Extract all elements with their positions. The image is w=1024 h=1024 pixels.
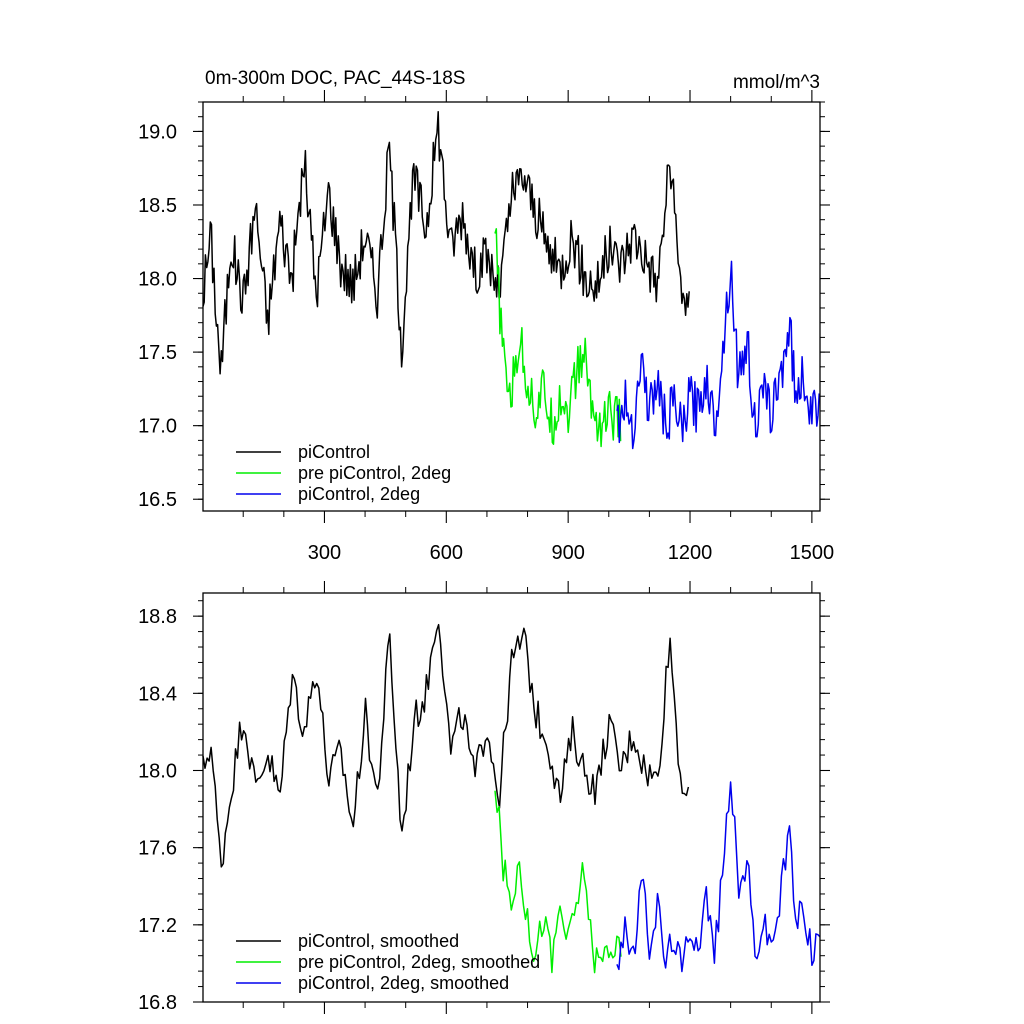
y-tick-label: 17.6 — [138, 838, 177, 860]
y-tick-label: 16.5 — [138, 489, 177, 511]
y-tick-label: 18.0 — [138, 760, 177, 782]
legend-label-2: pre piControl, 2deg — [298, 463, 451, 483]
x-tick-label: 300 — [308, 542, 341, 564]
top-panel-units: mmol/m^3 — [733, 72, 820, 93]
series-line-1 — [202, 110, 690, 375]
x-tick-label: 900 — [551, 542, 584, 564]
y-tick-label: 17.2 — [138, 915, 177, 937]
series-line-3 — [616, 260, 820, 450]
y-tick-label: 17.5 — [138, 342, 177, 364]
y-tick-label: 18.8 — [138, 606, 177, 628]
x-tick-label: 1500 — [790, 542, 835, 564]
legend-label-3: piControl, 2deg — [298, 484, 420, 504]
y-tick-label: 17.0 — [138, 416, 177, 438]
legend-label-3: piControl, 2deg, smoothed — [298, 973, 509, 993]
top-panel-ticks: 300 600 900 1200 1500 16.5 17.0 17.5 18.0 18.5 19.… — [138, 90, 834, 564]
top-panel: 0m-300m DOC, PAC_44S-18S mmol/m^3 300 600… — [138, 68, 834, 564]
y-tick-label: 16.8 — [138, 992, 177, 1014]
y-tick-label: 18.5 — [138, 195, 177, 217]
top-panel-frame — [202, 101, 821, 512]
y-tick-label: 18.4 — [138, 683, 177, 705]
series-line-1 — [202, 623, 690, 868]
series-line-2 — [494, 228, 622, 448]
legend-label-1: piControl — [298, 442, 370, 462]
series-line-3 — [616, 781, 821, 973]
bottom-panel-plot-area — [202, 623, 821, 974]
legend-label-1: piControl, smoothed — [298, 931, 459, 951]
bottom-panel-ticks: 16.8 17.2 17.6 18.0 18.4 18.8 — [138, 581, 830, 1014]
legend-label-2: pre piControl, 2deg, smoothed — [298, 952, 540, 972]
x-tick-label: 1200 — [668, 542, 713, 564]
x-tick-label: 600 — [430, 542, 463, 564]
y-tick-label: 19.0 — [138, 121, 177, 143]
top-panel-plot-area — [202, 110, 820, 450]
series-line-2 — [494, 790, 622, 974]
top-panel-title: 0m-300m DOC, PAC_44S-18S — [205, 68, 465, 89]
bottom-panel: 16.8 17.2 17.6 18.0 18.4 18.8 piControl, smoo… — [138, 581, 830, 1014]
y-tick-label: 18.0 — [138, 269, 177, 291]
bottom-panel-frame — [202, 592, 821, 1003]
